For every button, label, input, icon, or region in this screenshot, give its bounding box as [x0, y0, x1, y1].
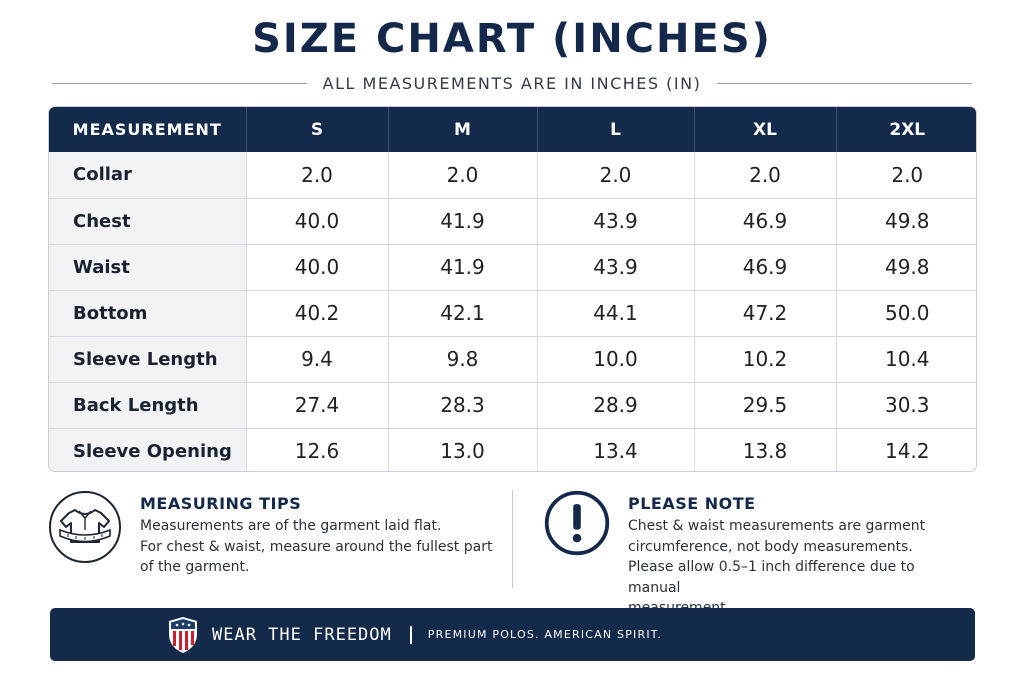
row-label: Back Length — [49, 382, 247, 429]
table-cell: 28.9 — [537, 382, 695, 429]
tips-text: Measurements are of the garment laid fla… — [140, 516, 500, 578]
row-label: Sleeve Opening — [49, 428, 247, 471]
tips-line: of the garment. — [140, 559, 250, 575]
header-size-2xl: 2XL — [889, 119, 926, 140]
table-cell: 41.9 — [388, 244, 538, 291]
header-measurement: MEASUREMENT — [49, 107, 247, 152]
flag-shield-icon — [169, 616, 197, 653]
table-cell: 2.0 — [694, 152, 837, 199]
subtitle-row: ALL MEASUREMENTS ARE IN INCHES (IN) — [52, 72, 972, 94]
brand-tagline: PREMIUM POLOS. AMERICAN SPIRIT. — [427, 628, 663, 641]
table-cell: 49.8 — [836, 244, 976, 291]
table-cell: 43.9 — [537, 244, 695, 291]
subtitle: ALL MEASUREMENTS ARE IN INCHES (IN) — [322, 73, 702, 93]
table-cell: 46.9 — [694, 244, 837, 291]
header-size-l: L — [537, 107, 695, 152]
row-label: Waist — [49, 244, 247, 291]
table-cell: 13.0 — [388, 428, 538, 471]
table-cell: 10.4 — [836, 336, 976, 383]
row-label: Chest — [49, 198, 247, 245]
table-cell: 43.9 — [537, 198, 695, 245]
table-header-row: MEASUREMENT S M L XL 2XL — [49, 107, 976, 152]
info-divider — [512, 490, 513, 588]
tips-line: For chest & waist, measure around the fu… — [140, 538, 493, 555]
page-title: SIZE CHART (INCHES) — [252, 16, 772, 62]
table-cell: 2.0 — [388, 152, 538, 199]
measuring-tips-section: MEASURING TIPS Measurements are of the g… — [48, 490, 498, 600]
table-cell: 10.2 — [694, 336, 837, 383]
header-size-m: M — [388, 107, 538, 152]
note-line: circumference, not body measurements. — [628, 538, 913, 555]
exclamation-icon — [544, 490, 610, 556]
table-cell: 46.9 — [694, 198, 837, 245]
note-line: Please allow 0.5–1 inch difference due t… — [628, 559, 915, 596]
table-row: Chest 40.0 41.9 43.9 46.9 49.8 — [49, 198, 976, 245]
table-cell: 29.5 — [694, 382, 837, 429]
tips-title: MEASURING TIPS — [140, 494, 302, 513]
note-line: Chest & waist measurements are garment — [628, 518, 926, 534]
subtitle-rule-right — [717, 82, 972, 84]
table-cell: 13.4 — [537, 428, 695, 471]
header-size-xl: XL — [694, 107, 837, 152]
footer-banner: WEAR THE FREEDOM PREMIUM POLOS. AMERICAN… — [50, 608, 975, 661]
table-cell: 12.6 — [246, 428, 389, 471]
table-cell: 14.2 — [884, 439, 930, 464]
table-cell: 2.0 — [246, 152, 389, 199]
note-text: Chest & waist measurements are garment c… — [628, 516, 968, 619]
footer-separator — [409, 625, 412, 644]
table-cell: 9.8 — [388, 336, 538, 383]
table-cell: 40.0 — [246, 198, 389, 245]
brand-name: WEAR THE FREEDOM — [212, 624, 392, 645]
table-cell: 40.0 — [246, 244, 389, 291]
row-label: Sleeve Length — [49, 336, 247, 383]
table-cell: 13.8 — [694, 428, 837, 471]
table-row: Waist 40.0 41.9 43.9 46.9 49.8 — [49, 244, 976, 291]
table-cell: 42.1 — [388, 290, 538, 337]
subtitle-rule-left — [52, 82, 307, 84]
header-size-s: S — [246, 107, 389, 152]
table-cell: 27.4 — [246, 382, 389, 429]
table-cell: 50.0 — [836, 290, 976, 337]
table-cell: 41.9 — [388, 198, 538, 245]
table-cell: 2.0 — [537, 152, 695, 199]
table-cell: 9.4 — [246, 336, 389, 383]
size-table: MEASUREMENT S M L XL 2XL Collar 2.0 2.0 … — [48, 106, 977, 472]
shirt-measure-icon — [49, 491, 121, 563]
note-title: PLEASE NOTE — [628, 494, 756, 513]
please-note-section: PLEASE NOTE Chest & waist measurements a… — [542, 490, 972, 616]
table-row: Bottom 40.2 42.1 44.1 47.2 50.0 — [49, 290, 976, 337]
table-row: Sleeve Opening 12.6 13.0 13.4 13.8 14.2 — [49, 428, 976, 471]
tips-line: Measurements are of the garment laid fla… — [140, 518, 442, 534]
table-cell: 2.0 — [836, 152, 976, 199]
table-cell: 49.8 — [836, 198, 976, 245]
table-cell: 10.0 — [537, 336, 695, 383]
table-cell: 40.2 — [246, 290, 389, 337]
table-row: Sleeve Length 9.4 9.8 10.0 10.2 10.4 — [49, 336, 976, 383]
table-cell: 30.3 — [836, 382, 976, 429]
row-label: Bottom — [49, 290, 247, 337]
table-row: Back Length 27.4 28.3 28.9 29.5 30.3 — [49, 382, 976, 429]
row-label: Collar — [49, 152, 247, 199]
table-cell: 44.1 — [537, 290, 695, 337]
table-row: Collar 2.0 2.0 2.0 2.0 2.0 — [49, 152, 976, 199]
table-cell: 47.2 — [694, 290, 837, 337]
table-cell: 28.3 — [388, 382, 538, 429]
